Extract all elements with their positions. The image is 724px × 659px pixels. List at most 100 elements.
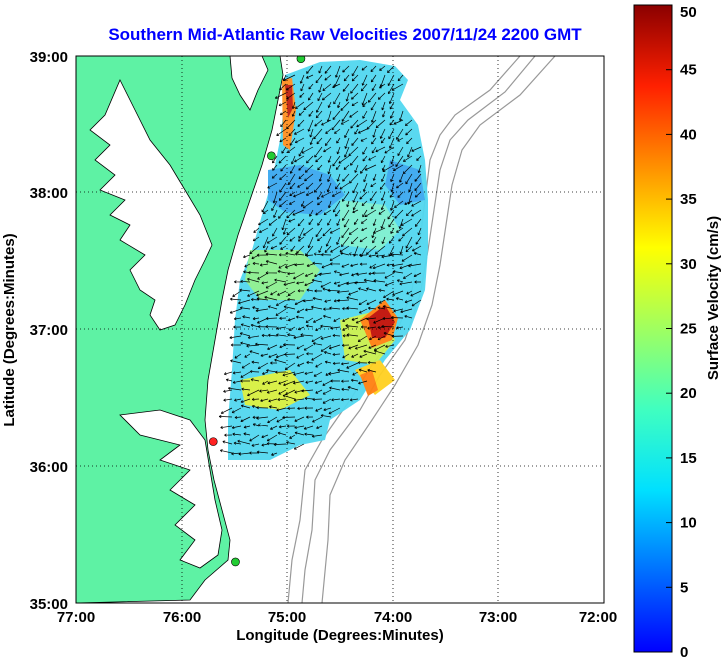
velocity-arrow bbox=[360, 325, 367, 329]
velocity-arrow bbox=[377, 335, 386, 341]
velocity-arrow bbox=[290, 155, 296, 165]
velocity-arrow bbox=[312, 416, 323, 423]
velocity-arrow bbox=[266, 236, 278, 244]
velocity-arrow bbox=[377, 306, 386, 310]
velocity-arrow bbox=[381, 173, 386, 182]
velocity-arrow bbox=[360, 218, 368, 224]
velocity-arrow bbox=[234, 353, 242, 359]
velocity-arrow bbox=[267, 305, 278, 310]
velocity-arrow bbox=[414, 280, 421, 284]
velocity-arrow bbox=[282, 371, 296, 377]
velocity-arrow bbox=[267, 416, 278, 424]
velocity-arrow bbox=[370, 65, 377, 73]
velocity-arrow bbox=[223, 398, 233, 402]
velocity-arrow bbox=[378, 209, 386, 215]
velocity-arrow bbox=[327, 288, 341, 292]
velocity-arrow bbox=[306, 288, 314, 292]
velocity-arrow bbox=[374, 245, 386, 255]
velocity-arrow bbox=[278, 253, 287, 257]
velocity-arrow bbox=[398, 110, 404, 121]
velocity-arrow bbox=[331, 191, 341, 197]
velocity-arrow bbox=[298, 146, 305, 157]
y-axis-ticks: 39:00 38:00 37:00 36:00 35:00 bbox=[30, 49, 68, 613]
velocity-arrow bbox=[402, 164, 413, 175]
colorbar-tick-label: 20 bbox=[680, 385, 697, 402]
velocity-arrow bbox=[289, 137, 296, 146]
velocity-arrow bbox=[380, 218, 386, 229]
velocity-arrow bbox=[267, 344, 278, 350]
velocity-arrow bbox=[384, 146, 395, 154]
velocity-arrow bbox=[324, 299, 332, 303]
colorbar-gradient bbox=[633, 4, 673, 653]
velocity-arrow bbox=[308, 83, 314, 90]
velocity-arrow bbox=[320, 324, 332, 328]
velocity-arrow bbox=[258, 218, 269, 226]
velocity-arrow bbox=[335, 164, 341, 170]
velocity-arrow bbox=[229, 335, 242, 340]
velocity-arrow bbox=[294, 137, 305, 144]
velocity-arrow bbox=[339, 272, 350, 277]
velocity-arrow bbox=[366, 245, 377, 255]
velocity-arrow bbox=[380, 200, 386, 211]
velocity-arrow bbox=[287, 333, 296, 337]
velocity-arrow bbox=[369, 335, 377, 341]
velocity-arrow bbox=[381, 110, 386, 118]
velocity-arrow bbox=[371, 83, 377, 92]
velocity-arrow bbox=[406, 290, 413, 295]
velocity-arrow bbox=[343, 146, 350, 158]
velocity-arrow bbox=[322, 380, 332, 386]
velocity-arrow bbox=[249, 245, 260, 255]
velocity-arrow bbox=[225, 378, 233, 382]
velocity-arrow bbox=[273, 442, 287, 447]
velocity-arrow bbox=[296, 344, 305, 350]
velocity-arrow bbox=[253, 227, 260, 233]
velocity-arrow bbox=[404, 314, 413, 319]
velocity-arrow bbox=[303, 425, 314, 430]
velocity-arrow bbox=[293, 191, 305, 198]
velocity-arrow bbox=[346, 200, 350, 208]
velocity-arrow bbox=[313, 317, 323, 323]
velocity-arrow bbox=[363, 173, 368, 183]
velocity-arrow bbox=[234, 398, 242, 402]
velocity-arrow bbox=[337, 101, 341, 109]
pamlico-sound bbox=[119, 409, 223, 569]
velocity-arrow bbox=[336, 137, 341, 144]
velocity-arrow bbox=[252, 236, 260, 242]
velocity-arrow bbox=[306, 263, 314, 267]
velocity-arrow bbox=[297, 236, 305, 242]
velocity-arrow bbox=[323, 314, 332, 319]
velocity-arrow bbox=[296, 308, 305, 313]
velocity-arrow bbox=[279, 137, 287, 143]
colorbar-label: Surface Velocity (cm/s) bbox=[705, 216, 722, 380]
velocity-arrow bbox=[294, 252, 305, 256]
velocity-arrow bbox=[296, 353, 305, 359]
velocity-arrow bbox=[333, 270, 341, 274]
velocity-arrow bbox=[339, 182, 350, 190]
velocity-arrow bbox=[231, 452, 242, 456]
velocity-arrow bbox=[394, 200, 404, 208]
velocity-arrow bbox=[367, 360, 377, 365]
velocity-arrow bbox=[346, 333, 359, 337]
velocity-arrow bbox=[354, 344, 368, 350]
velocity-arrow bbox=[380, 191, 386, 201]
velocity-arrow bbox=[366, 119, 377, 130]
velocity-arrow bbox=[332, 83, 341, 89]
velocity-arrow bbox=[346, 281, 359, 286]
velocity-arrow bbox=[370, 101, 377, 111]
velocity-arrow bbox=[351, 137, 359, 146]
x-tick-label: 76:00 bbox=[163, 609, 201, 626]
velocity-arrow bbox=[348, 252, 359, 256]
velocity-arrow bbox=[351, 272, 359, 277]
velocity-arrow bbox=[266, 389, 278, 394]
velocity-arrow bbox=[256, 450, 269, 454]
velocity-arrow bbox=[390, 252, 404, 256]
velocity-arrow bbox=[289, 434, 296, 439]
velocity-arrow bbox=[400, 308, 413, 314]
velocity-arrow bbox=[303, 344, 314, 351]
velocity-arrow bbox=[277, 397, 287, 402]
velocity-arrow bbox=[223, 371, 233, 376]
velocity-arrow bbox=[272, 155, 278, 164]
velocity-arrow bbox=[329, 254, 341, 261]
velocity-arrow bbox=[289, 164, 296, 174]
